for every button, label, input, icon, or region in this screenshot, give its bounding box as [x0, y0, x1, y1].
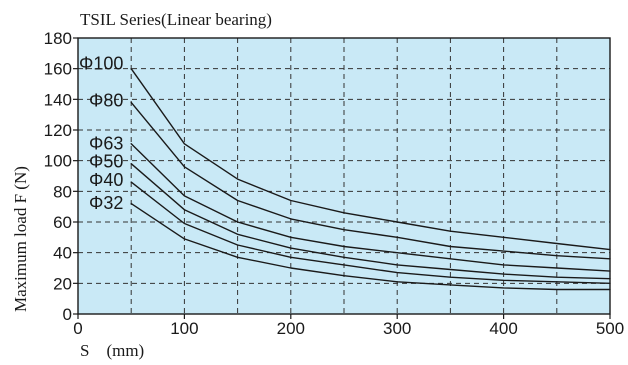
series-line — [130, 143, 611, 272]
series-line — [130, 101, 611, 260]
y-tick-label: 160 — [44, 60, 72, 79]
x-tick-label: 100 — [170, 319, 198, 338]
series-line — [130, 163, 611, 280]
series-line — [130, 68, 611, 251]
series-label: Φ50 — [89, 152, 123, 172]
x-tick-label: 0 — [73, 319, 82, 338]
y-tick-label: 0 — [63, 305, 72, 324]
y-axis-title: Maximum load F (N) — [11, 166, 30, 312]
series-label: Φ63 — [89, 133, 123, 153]
x-tick-label: 300 — [383, 319, 411, 338]
y-tick-label: 80 — [53, 182, 72, 201]
series-label: Φ32 — [89, 193, 123, 213]
series-label: Φ40 — [89, 170, 123, 190]
y-axis-ticks: 0 20 40 60 80 100 120 140 160 180 — [44, 29, 78, 324]
x-axis-title: S (mm) — [80, 341, 144, 360]
y-tick-label: 40 — [53, 244, 72, 263]
series-line — [130, 202, 611, 291]
x-tick-label: 200 — [277, 319, 305, 338]
y-tick-label: 20 — [53, 274, 72, 293]
series-label: Φ100 — [79, 54, 123, 74]
y-tick-label: 180 — [44, 29, 72, 48]
x-axis-ticks: 0 100 200 300 400 500 — [73, 314, 624, 338]
y-tick-label: 60 — [53, 213, 72, 232]
x-tick-label: 500 — [596, 319, 624, 338]
series-line — [130, 181, 611, 284]
x-tick-label: 400 — [489, 319, 517, 338]
plot-frame — [77, 37, 611, 315]
y-tick-label: 120 — [44, 121, 72, 140]
chart-title: TSIL Series(Linear bearing) — [80, 10, 272, 29]
series-label: Φ80 — [89, 90, 123, 110]
series-lines — [130, 68, 611, 291]
y-tick-label: 100 — [44, 152, 72, 171]
y-tick-label: 140 — [44, 90, 72, 109]
